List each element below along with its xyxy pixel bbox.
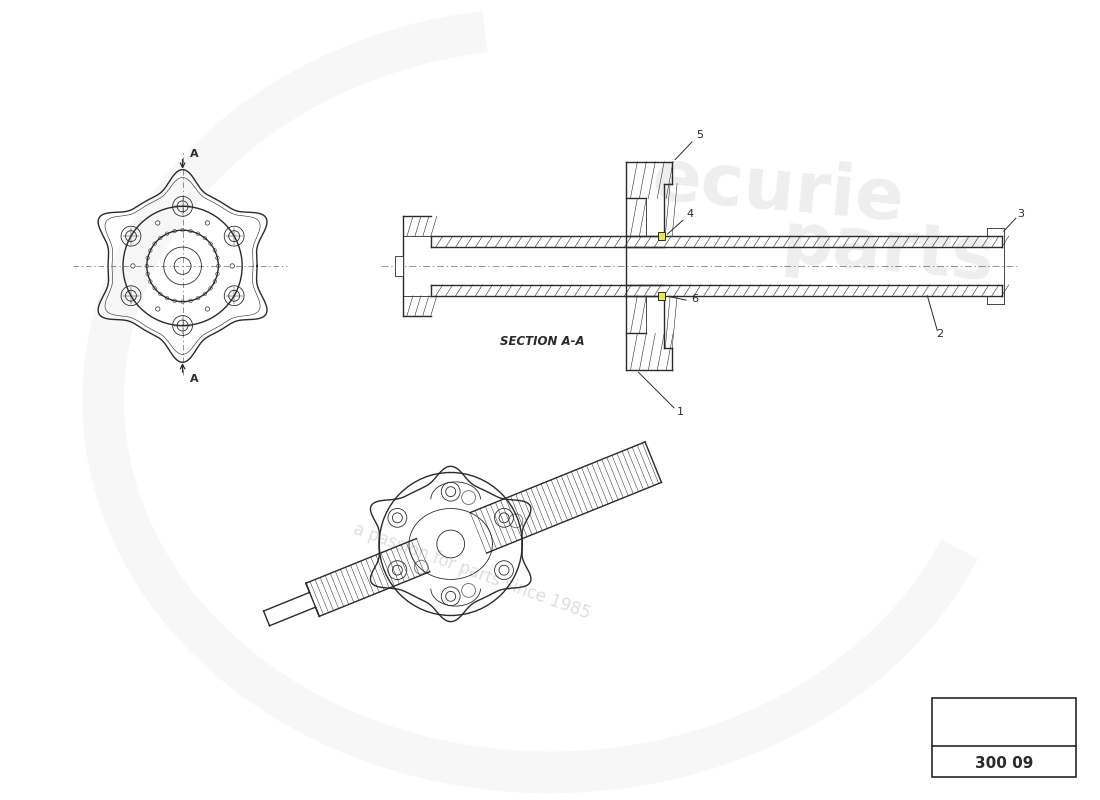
Bar	[933, 698, 1076, 778]
Text: 2: 2	[936, 330, 944, 339]
Circle shape	[131, 264, 135, 268]
Text: 1: 1	[678, 407, 684, 417]
Circle shape	[206, 221, 210, 225]
Circle shape	[155, 221, 160, 225]
Bar	[658, 232, 666, 240]
Text: a passion for parts since 1985: a passion for parts since 1985	[351, 520, 593, 622]
Text: 3: 3	[1016, 210, 1024, 219]
Text: 6: 6	[691, 294, 698, 304]
Text: SECTION A-A: SECTION A-A	[500, 335, 585, 348]
Text: 300 09: 300 09	[975, 756, 1034, 771]
Text: parts: parts	[779, 209, 998, 296]
Text: 4: 4	[686, 210, 693, 219]
Text: A: A	[189, 374, 198, 384]
Text: ecurie: ecurie	[649, 146, 908, 236]
Bar	[658, 292, 666, 300]
Bar	[395, 256, 403, 276]
Circle shape	[206, 306, 210, 311]
Circle shape	[230, 264, 234, 268]
Text: A: A	[189, 149, 198, 158]
Text: 5: 5	[696, 130, 703, 140]
Circle shape	[155, 306, 160, 311]
